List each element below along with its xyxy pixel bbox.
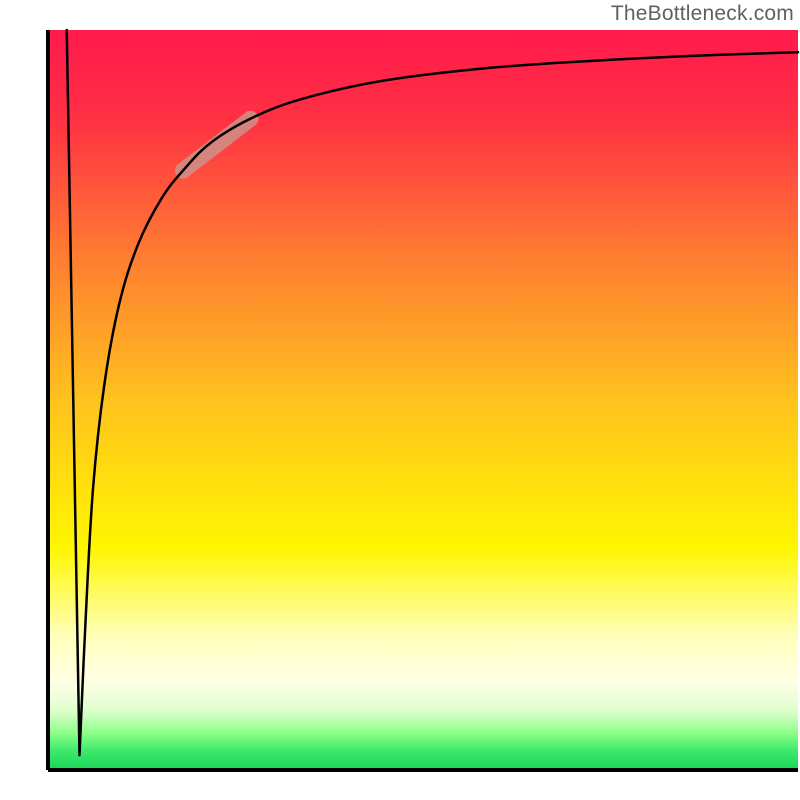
plot-background <box>48 30 798 770</box>
figure-root: { "attribution": "TheBottleneck.com", "f… <box>0 0 800 800</box>
bottleneck-chart <box>0 0 800 800</box>
attribution-text: TheBottleneck.com <box>611 2 794 26</box>
